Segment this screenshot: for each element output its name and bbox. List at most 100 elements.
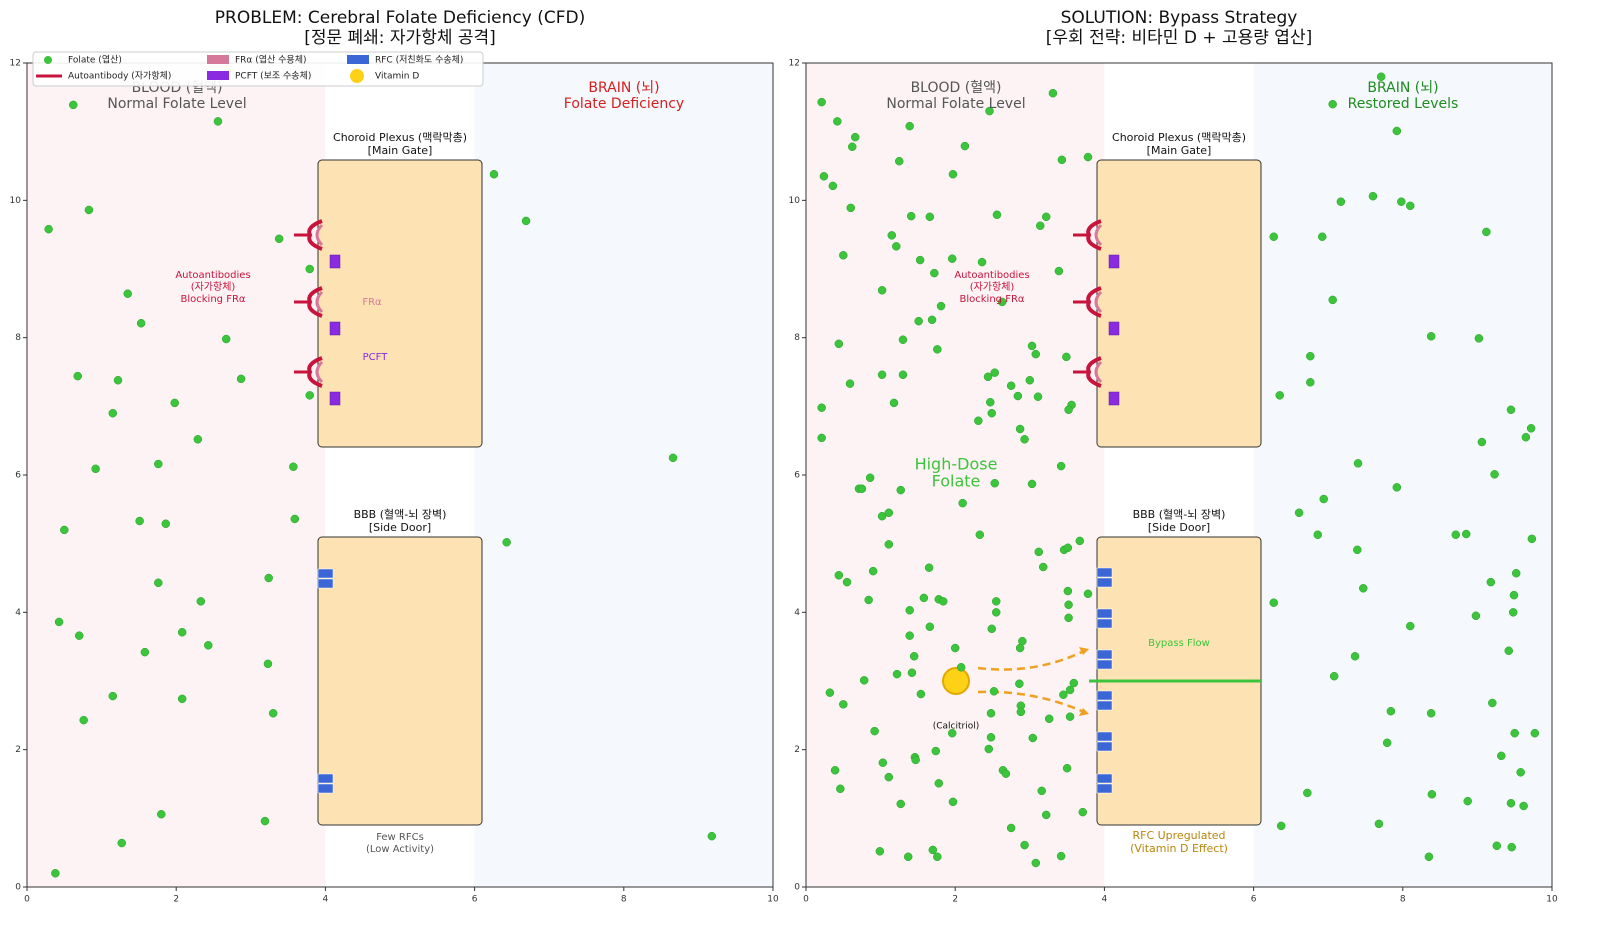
- folate-point: [289, 462, 298, 472]
- chart-title: PROBLEM: Cerebral Folate Deficiency (CFD…: [215, 8, 585, 28]
- folate-point: [1013, 391, 1023, 401]
- folate-point: [136, 318, 146, 328]
- folate-point: [707, 831, 717, 841]
- folate-point: [974, 416, 983, 426]
- annotation: (Calcitriol): [933, 722, 980, 732]
- folate-point: [1471, 611, 1481, 621]
- folate-point: [1319, 494, 1328, 504]
- folate-point: [895, 156, 904, 166]
- folate-point: [1486, 577, 1496, 587]
- x-tick-label: 2: [173, 895, 179, 905]
- folate-point: [948, 797, 958, 807]
- folate-point: [1376, 72, 1386, 81]
- annotation: RFC Upregulated: [1132, 829, 1225, 842]
- folate-point: [1424, 852, 1434, 862]
- annotation: Normal Folate Level: [107, 96, 246, 112]
- folate-point: [927, 315, 937, 325]
- x-tick-label: 4: [1102, 895, 1108, 905]
- folate-point: [1474, 334, 1484, 343]
- chart-title: [정문 폐쇄: 자가항체 공격]: [304, 28, 496, 48]
- folate-point: [845, 379, 855, 388]
- folate-point: [113, 375, 123, 385]
- legend-swatch: [207, 55, 229, 64]
- folate-point: [264, 573, 273, 583]
- folate-point: [268, 709, 278, 718]
- autoantibody-arms: [307, 286, 323, 318]
- folate-point: [933, 345, 942, 354]
- folate-point: [990, 478, 999, 488]
- folate-point: [154, 578, 163, 588]
- folate-point: [290, 514, 300, 524]
- folate-point: [990, 368, 999, 377]
- annotation: Folate Deficiency: [564, 96, 684, 112]
- arrow-head: [1079, 708, 1089, 716]
- y-tick-label: 2: [794, 745, 800, 755]
- folate-point: [1041, 212, 1051, 222]
- folate-point: [1020, 435, 1029, 444]
- folate-point: [817, 433, 826, 443]
- folate-point: [69, 100, 78, 110]
- legend-folate: [44, 56, 52, 64]
- folate-point: [1016, 707, 1026, 717]
- folate-point: [260, 816, 270, 826]
- folate-point: [1054, 266, 1064, 276]
- folate-point: [1328, 99, 1337, 109]
- folate-point: [73, 371, 82, 381]
- folate-point: [1015, 643, 1025, 653]
- folate-point: [1490, 470, 1499, 479]
- folate-point: [1306, 351, 1315, 361]
- folate-point: [1025, 375, 1035, 385]
- folate-point: [892, 242, 901, 251]
- folate-point: [1526, 424, 1536, 433]
- y-tick-label: 10: [789, 196, 801, 206]
- folate-point: [987, 408, 997, 418]
- folate-point: [850, 132, 860, 142]
- folate-point: [1056, 461, 1066, 471]
- folate-point: [819, 172, 829, 181]
- folate-point: [1065, 685, 1075, 695]
- folate-point: [196, 597, 206, 606]
- folate-point: [911, 755, 920, 765]
- folate-point: [161, 519, 171, 529]
- y-tick-label: 0: [15, 883, 21, 893]
- choroid-plexus: [317, 159, 483, 448]
- folate-point: [983, 372, 993, 382]
- folate-point: [154, 459, 163, 469]
- folate-point: [958, 498, 967, 508]
- annotation: (Vitamin D Effect): [1130, 842, 1228, 855]
- pcft: [329, 321, 341, 336]
- folate-point: [213, 117, 223, 126]
- folate-point: [1303, 788, 1312, 798]
- rfc: [1096, 577, 1113, 588]
- folate-point: [984, 744, 994, 754]
- annotation: BRAIN (뇌): [1367, 80, 1438, 96]
- y-tick-label: 4: [15, 608, 21, 618]
- folate-point: [1041, 810, 1051, 820]
- folate-point: [836, 784, 845, 794]
- folate-point: [817, 97, 826, 107]
- folate-point: [1510, 728, 1519, 738]
- folate-point: [931, 746, 941, 756]
- vitd-arrow: [977, 690, 1087, 715]
- pcft: [1108, 254, 1120, 269]
- folate-point: [1507, 842, 1516, 852]
- folate-point: [668, 453, 678, 463]
- folate-point: [1353, 459, 1363, 468]
- autoantibody-arms: [1086, 219, 1102, 251]
- folate-point: [906, 211, 916, 221]
- folate-point: [1015, 679, 1024, 688]
- annotation: BBB (혈액-뇌 장벽): [1133, 507, 1226, 521]
- folate-point: [877, 370, 887, 379]
- folate-point: [834, 571, 844, 580]
- folate-point: [1001, 769, 1011, 778]
- rfc: [317, 783, 334, 794]
- vitamin-d: [942, 667, 970, 695]
- folate-point: [135, 516, 144, 526]
- folate-point: [1368, 191, 1378, 201]
- x-tick-label: 2: [952, 895, 958, 905]
- folate-point: [1059, 690, 1068, 699]
- pcft: [1108, 391, 1120, 406]
- blood-region: [27, 63, 326, 887]
- folate-point: [1083, 589, 1093, 599]
- folate-point: [1063, 543, 1073, 553]
